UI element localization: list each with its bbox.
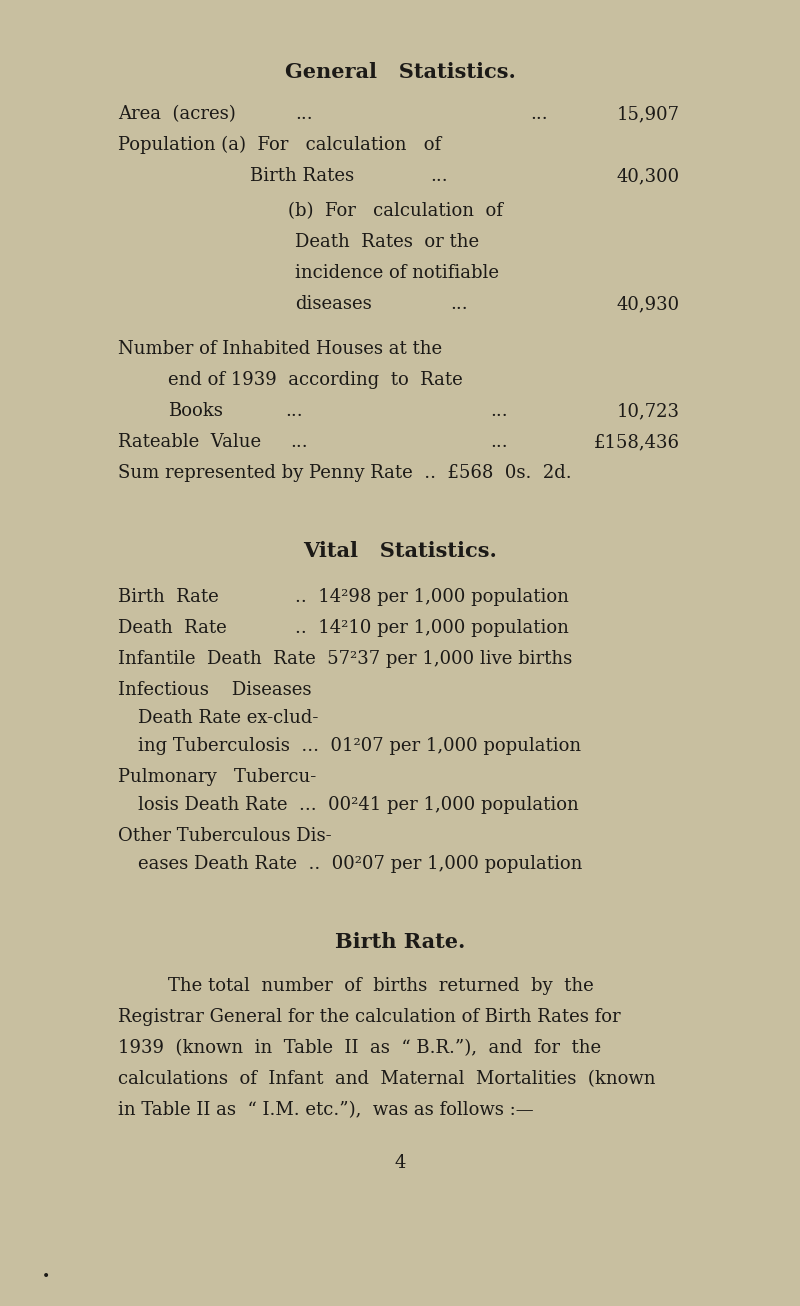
Text: Birth Rates: Birth Rates	[250, 167, 354, 185]
Text: Area  (acres): Area (acres)	[118, 104, 236, 123]
Text: Pulmonary   Tubercu-: Pulmonary Tubercu-	[118, 768, 316, 786]
Text: Birth Rate.: Birth Rate.	[335, 932, 465, 952]
Text: Death Rate ex-clud-: Death Rate ex-clud-	[138, 709, 318, 727]
Text: Infantile  Death  Rate  57²37 per 1,000 live births: Infantile Death Rate 57²37 per 1,000 liv…	[118, 650, 572, 667]
Text: ...: ...	[490, 402, 508, 421]
Text: 40,930: 40,930	[617, 295, 680, 313]
Text: ...: ...	[530, 104, 548, 123]
Text: end of 1939  according  to  Rate: end of 1939 according to Rate	[168, 371, 462, 389]
Text: General   Statistics.: General Statistics.	[285, 61, 515, 82]
Text: (b)  For   calculation  of: (b) For calculation of	[288, 202, 503, 219]
Text: Other Tuberculous Dis-: Other Tuberculous Dis-	[118, 827, 332, 845]
Text: The total  number  of  births  returned  by  the: The total number of births returned by t…	[168, 977, 594, 995]
Text: •: •	[42, 1269, 50, 1284]
Text: ...: ...	[490, 434, 508, 451]
Text: eases Death Rate  ..  00²07 per 1,000 population: eases Death Rate .. 00²07 per 1,000 popu…	[138, 855, 582, 872]
Text: incidence of notifiable: incidence of notifiable	[295, 264, 499, 282]
Text: ...: ...	[285, 402, 302, 421]
Text: Books: Books	[168, 402, 223, 421]
Text: ...: ...	[450, 295, 468, 313]
Text: Sum represented by Penny Rate  ..  £568  0s.  2d.: Sum represented by Penny Rate .. £568 0s…	[118, 464, 572, 482]
Text: Birth  Rate: Birth Rate	[118, 588, 218, 606]
Text: ...: ...	[295, 104, 313, 123]
Text: Death  Rate: Death Rate	[118, 619, 226, 637]
Text: Vital   Statistics.: Vital Statistics.	[303, 541, 497, 562]
Text: 10,723: 10,723	[617, 402, 680, 421]
Text: 15,907: 15,907	[617, 104, 680, 123]
Text: ing Tuberculosis  ...  01²07 per 1,000 population: ing Tuberculosis ... 01²07 per 1,000 pop…	[138, 737, 581, 755]
Text: Registrar General for the calculation of Birth Rates for: Registrar General for the calculation of…	[118, 1008, 621, 1027]
Text: 40,300: 40,300	[617, 167, 680, 185]
Text: losis Death Rate  ...  00²41 per 1,000 population: losis Death Rate ... 00²41 per 1,000 pop…	[138, 795, 578, 814]
Text: Rateable  Value: Rateable Value	[118, 434, 261, 451]
Text: calculations  of  Infant  and  Maternal  Mortalities  (known: calculations of Infant and Maternal Mort…	[118, 1070, 655, 1088]
Text: Death  Rates  or the: Death Rates or the	[295, 232, 479, 251]
Text: Population (a)  For   calculation   of: Population (a) For calculation of	[118, 136, 441, 154]
Text: £158,436: £158,436	[594, 434, 680, 451]
Text: Number of Inhabited Houses at the: Number of Inhabited Houses at the	[118, 340, 442, 358]
Text: in Table II as  “ I.M. etc.”),  was as follows :—: in Table II as “ I.M. etc.”), was as fol…	[118, 1101, 534, 1119]
Text: ..  14²98 per 1,000 population: .. 14²98 per 1,000 population	[295, 588, 569, 606]
Text: ...: ...	[290, 434, 308, 451]
Text: 1939  (known  in  Table  II  as  “ B.R.”),  and  for  the: 1939 (known in Table II as “ B.R.”), and…	[118, 1040, 601, 1057]
Text: 4: 4	[394, 1155, 406, 1171]
Text: ..  14²10 per 1,000 population: .. 14²10 per 1,000 population	[295, 619, 569, 637]
Text: diseases: diseases	[295, 295, 372, 313]
Text: Infectious    Diseases: Infectious Diseases	[118, 680, 311, 699]
Text: ...: ...	[430, 167, 448, 185]
